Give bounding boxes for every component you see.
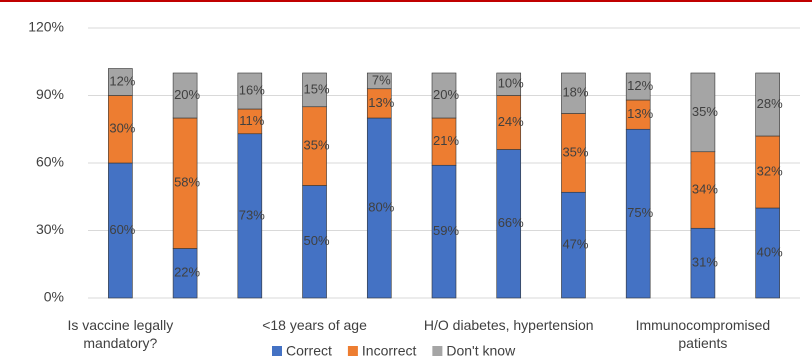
bar-segment bbox=[755, 207, 780, 299]
legend-swatch bbox=[347, 346, 358, 356]
legend-label: Correct bbox=[286, 343, 332, 359]
legend-label: Don't know bbox=[446, 343, 516, 359]
bar-segment bbox=[108, 68, 133, 96]
legend-swatch bbox=[432, 346, 443, 356]
data-label: 73% bbox=[239, 207, 265, 222]
data-label: 11% bbox=[239, 113, 264, 128]
data-label: 12% bbox=[109, 73, 135, 88]
data-label: 13% bbox=[627, 106, 653, 121]
bar-segment bbox=[431, 72, 457, 119]
bar-segment bbox=[561, 113, 586, 193]
bar-segment bbox=[237, 72, 263, 110]
bar-segment bbox=[302, 106, 327, 186]
data-label: 40% bbox=[757, 244, 783, 259]
bar-segment bbox=[690, 72, 716, 153]
bar-segment bbox=[625, 128, 651, 299]
data-label: 47% bbox=[562, 237, 588, 252]
data-label: 20% bbox=[433, 87, 459, 102]
bar-segment bbox=[237, 108, 263, 135]
bar-segment bbox=[690, 151, 716, 229]
bar-segment bbox=[496, 95, 522, 150]
x-tick-label: <18 years of age bbox=[262, 317, 367, 333]
data-label: 30% bbox=[109, 121, 135, 136]
data-label: 32% bbox=[757, 163, 783, 178]
data-label: 12% bbox=[627, 78, 653, 93]
y-tick-label: 90% bbox=[36, 86, 64, 102]
bar-segment bbox=[496, 149, 522, 299]
bar-segment bbox=[237, 133, 263, 299]
legend-label: Incorrect bbox=[362, 343, 417, 359]
data-label: 59% bbox=[433, 223, 459, 238]
data-label: 22% bbox=[174, 265, 200, 280]
data-label: 15% bbox=[304, 81, 330, 96]
y-tick-label: 60% bbox=[36, 154, 64, 170]
bar-segment bbox=[172, 72, 198, 119]
data-label: 18% bbox=[562, 85, 588, 100]
bar-segment bbox=[366, 88, 392, 119]
data-label: 60% bbox=[109, 222, 135, 237]
bar-segment bbox=[108, 162, 133, 299]
data-label: 50% bbox=[304, 233, 330, 248]
data-label: 35% bbox=[304, 138, 330, 153]
bar-segment bbox=[755, 72, 780, 137]
data-label: 58% bbox=[174, 175, 200, 190]
data-label: 34% bbox=[692, 181, 718, 196]
bar-segment bbox=[302, 72, 327, 108]
data-label: 20% bbox=[174, 87, 200, 102]
data-label: 35% bbox=[692, 104, 718, 119]
bar-segment bbox=[366, 72, 392, 90]
x-tick-label: Immunocompromised patients bbox=[635, 317, 771, 351]
data-label: 21% bbox=[433, 133, 459, 148]
data-label: 75% bbox=[627, 205, 653, 220]
bar-segment bbox=[561, 191, 586, 299]
x-tick-label: Is vaccine legally mandatory? bbox=[67, 317, 174, 351]
x-tick-label: H/O diabetes, hypertension bbox=[423, 317, 594, 333]
legend-swatch bbox=[272, 346, 282, 356]
data-label: 28% bbox=[757, 96, 783, 111]
data-label: 35% bbox=[562, 144, 588, 159]
bar-segment bbox=[302, 185, 327, 299]
data-label: 16% bbox=[239, 82, 265, 97]
y-tick-label: 30% bbox=[36, 221, 64, 237]
data-label: 66% bbox=[498, 215, 524, 230]
data-label: 31% bbox=[692, 255, 718, 270]
data-label: 80% bbox=[368, 199, 394, 214]
bar-segment bbox=[625, 72, 651, 101]
y-tick-label: 120% bbox=[28, 19, 64, 35]
bar-segment bbox=[561, 72, 586, 114]
bar-segment bbox=[366, 117, 392, 299]
bar-segment bbox=[496, 72, 522, 96]
data-label: 7% bbox=[372, 72, 391, 87]
data-label: 24% bbox=[498, 114, 524, 129]
bar-segment bbox=[108, 95, 133, 164]
data-label: 13% bbox=[368, 95, 394, 110]
y-tick-label: 0% bbox=[44, 289, 64, 305]
data-label: 10% bbox=[498, 76, 524, 91]
